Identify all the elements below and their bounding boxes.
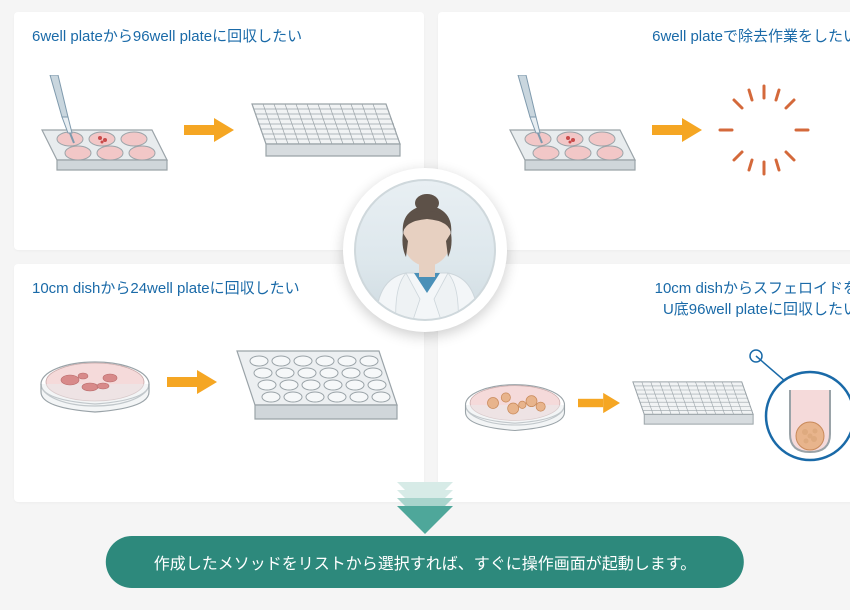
- panel-art: [32, 55, 406, 205]
- twenty-four-well-plate-icon: [229, 335, 404, 430]
- spheroid-callout-icon: [748, 338, 850, 478]
- panel-6well-removal: 6well plateで除去作業をしたい: [438, 12, 850, 250]
- arrow-icon: [652, 118, 702, 142]
- arrow-icon: [167, 370, 217, 394]
- panel-title: 6well plateから96well plateに回収したい: [32, 26, 406, 47]
- six-well-plate-icon: [500, 75, 640, 185]
- arrow-icon: [184, 118, 234, 142]
- avatar-image-icon: [354, 179, 496, 321]
- avatar: [343, 168, 507, 332]
- burst-icon: [714, 80, 814, 180]
- panel-art: [456, 55, 850, 205]
- dish-icon: [35, 342, 155, 422]
- panel-10cm-spheroid-to-u96: 10cm dishからスフェロイドを U底96well plateに回収したい: [438, 264, 850, 502]
- down-arrow-icon: [397, 506, 453, 534]
- panel-art: [32, 307, 406, 457]
- ninety-six-well-plate-icon: [246, 90, 406, 170]
- panel-title: 10cm dishからスフェロイドを U底96well plateに回収したい: [456, 278, 850, 320]
- bottom-caption: 作成したメソッドをリストから選択すれば、すぐに操作画面が起動します。: [106, 536, 744, 588]
- arrow-icon: [578, 391, 620, 415]
- ninety-six-well-plate-icon: [628, 369, 758, 437]
- panel-title: 6well plateで除去作業をしたい: [456, 26, 850, 47]
- panel-art: [456, 328, 850, 478]
- dish-spheroid-icon: [460, 366, 570, 440]
- six-well-plate-icon: [32, 75, 172, 185]
